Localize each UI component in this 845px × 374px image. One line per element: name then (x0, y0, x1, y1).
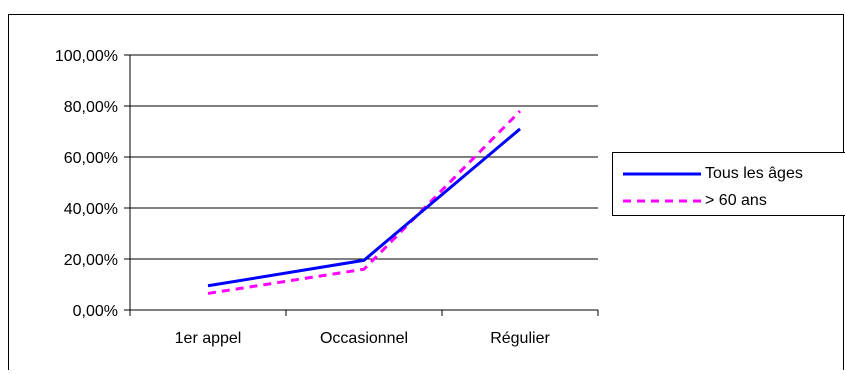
legend-label-1: > 60 ans (705, 192, 767, 209)
y-tick-label: 80,00% (64, 99, 118, 116)
y-tick-label: 0,00% (73, 303, 118, 320)
legend-swatch-0 (623, 172, 701, 176)
y-tick-label: 40,00% (64, 201, 118, 218)
legend: Tous les âges > 60 ans (612, 152, 845, 216)
y-tick-label: 20,00% (64, 252, 118, 269)
legend-label-0: Tous les âges (705, 165, 803, 182)
y-tick-label: 60,00% (64, 150, 118, 167)
y-tick-label: 100,00% (55, 48, 118, 65)
x-tick-label: Régulier (490, 330, 550, 347)
series-line-1 (207, 110, 522, 295)
legend-item-0: Tous les âges (613, 164, 845, 184)
legend-swatch-1 (623, 199, 701, 203)
series-line-0 (207, 127, 521, 288)
legend-item-1: > 60 ans (613, 191, 845, 211)
x-tick-label: Occasionnel (320, 330, 408, 347)
x-tick-label: 1er appel (175, 330, 242, 347)
